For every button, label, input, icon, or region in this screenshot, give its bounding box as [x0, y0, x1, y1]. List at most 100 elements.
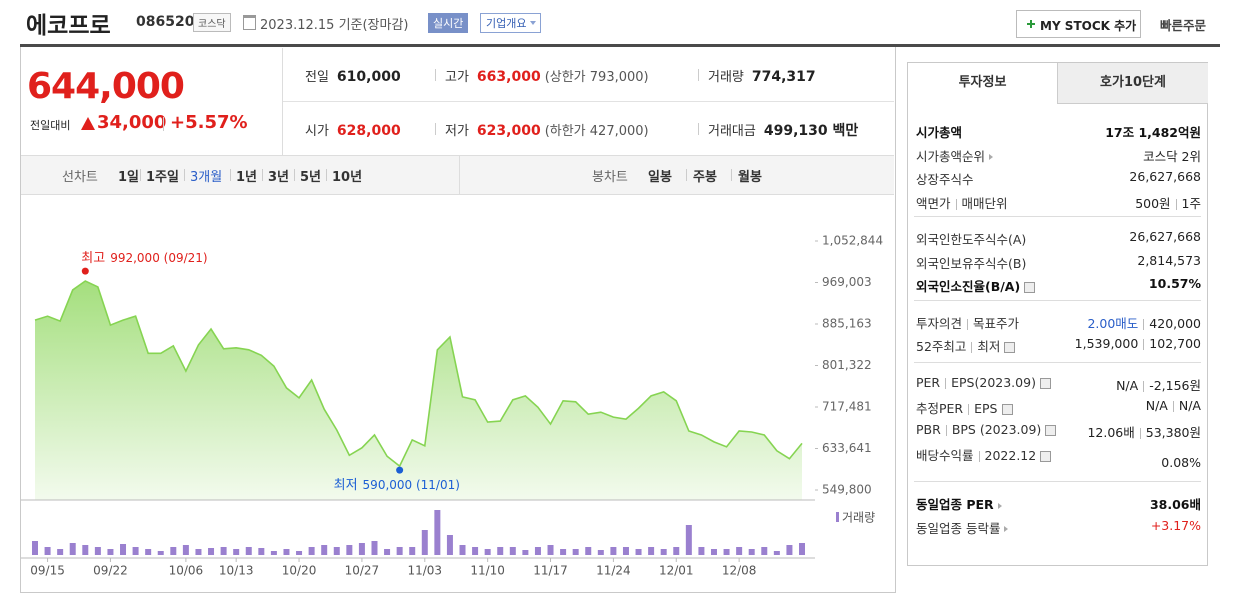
info-row: 시가총액 17조 1,482억원 [916, 119, 1201, 141]
divider [698, 123, 699, 135]
volume-bar [610, 547, 617, 555]
stat: 시가 628,000 [305, 120, 401, 139]
info-value: N/A -2,156원 [1116, 375, 1201, 394]
info-tab[interactable]: 호가10단계 [1057, 63, 1208, 104]
separator [1143, 339, 1145, 350]
annotation: 최고 992,000 (09/21) [81, 251, 207, 266]
period-tab[interactable]: 1일 [118, 170, 140, 185]
stat-value: 610,000 [336, 69, 401, 85]
volume-bar [761, 547, 768, 555]
section-rule [914, 361, 1201, 363]
x-tick-label: 12/01 [659, 564, 694, 578]
tab-label: 선차트 [62, 170, 98, 185]
volume-bar [786, 545, 793, 555]
x-tick-label: 10/27 [345, 564, 380, 578]
separator [1143, 318, 1145, 330]
plus-icon [1027, 20, 1035, 28]
volume-bar [484, 549, 491, 555]
stat-sub: (상한가 793,000) [544, 70, 649, 85]
volume-bar [32, 541, 38, 555]
value-part: +3.17% [1150, 517, 1201, 533]
label-part: 시가총액순위 [916, 148, 986, 164]
x-tick-label: 11/10 [470, 564, 505, 578]
stock-code: 086520 [136, 14, 195, 30]
x-tick-label: 10/06 [169, 564, 204, 578]
up-arrow [81, 117, 95, 130]
volume-bar [107, 549, 114, 555]
x-tick-label: 12/08 [722, 564, 757, 578]
separator [945, 424, 947, 436]
divider [294, 169, 295, 181]
calendar-icon [243, 15, 256, 30]
section-rule [914, 216, 1201, 217]
divider [326, 169, 327, 181]
volume-bar [308, 547, 315, 555]
label-part: 목표주가 [973, 315, 1020, 331]
label-part: 매매단위 [961, 195, 1008, 211]
stat-label: 거래량 [708, 70, 744, 85]
info-label: PBR BPS (2023.09) [916, 422, 1057, 437]
volume-bar [446, 535, 453, 555]
arrow-icon [997, 502, 1002, 509]
period-tab[interactable]: 5년 [300, 170, 322, 185]
y-tick-label: 1,052,844 [822, 234, 883, 248]
divider [184, 169, 185, 181]
separator [968, 404, 970, 415]
info-value: 0.08% [1161, 455, 1201, 470]
value-part: 38.06배 [1149, 497, 1201, 512]
volume-bar [748, 549, 755, 555]
period-tab[interactable]: 3년 [268, 170, 290, 185]
volume-bar [371, 541, 378, 555]
label-part: 외국인한도주식수(A) [916, 232, 1027, 247]
volume-bar [396, 547, 403, 555]
separator [1139, 427, 1141, 439]
y-tick-label: 969,003 [822, 275, 872, 289]
info-row: 투자의견 목표주가 2.00매도 420,000 [916, 310, 1201, 332]
annotation-text: 992,000 (09/21) [110, 251, 207, 265]
info-value: 코스닥 2위 [1143, 146, 1201, 165]
info-label: 추정PER EPS [916, 398, 1013, 417]
label-part: 최저 [977, 339, 1001, 354]
info-tab[interactable]: 투자정보 [958, 75, 1007, 90]
candle-tab[interactable]: 월봉 [738, 170, 762, 185]
y-tick-label: 801,322 [822, 358, 872, 372]
period-tab[interactable]: 10년 [332, 170, 363, 185]
period-tab[interactable]: 3개월 [190, 170, 223, 185]
value-part: 코스닥 2위 [1143, 148, 1201, 164]
candle-tab[interactable]: 주봉 [693, 170, 717, 185]
chart-tab-bar [21, 155, 894, 195]
info-value: N/A N/A [1146, 398, 1201, 413]
volume-bar [346, 545, 353, 555]
info-label: 동일업종 PER [916, 494, 1002, 513]
value-part: 10.57% [1148, 276, 1201, 291]
candle-tab[interactable]: 일봉 [648, 170, 672, 185]
help-icon [1004, 342, 1016, 353]
extreme-marker [396, 466, 404, 474]
y-tick-label: 549,800 [822, 483, 872, 497]
volume-bar [333, 547, 340, 555]
value-part: 420,000 [1149, 315, 1201, 331]
volume-bar [182, 545, 189, 555]
volume-bar [69, 543, 76, 555]
arrow-icon [1004, 526, 1009, 532]
volume-bar [459, 545, 466, 555]
period-tab[interactable]: 1주일 [146, 170, 179, 185]
info-row: 배당수익률 2022.12 0.08% [916, 442, 1201, 470]
stat-value: 623,000 [476, 123, 541, 139]
annotation-text: 590,000 (11/01) [363, 478, 460, 492]
quick-order[interactable]: 빠른주문 [1160, 18, 1207, 33]
company-button[interactable]: 기업개요 [480, 13, 542, 33]
info-label: 투자의견 목표주가 [916, 313, 1019, 332]
info-value: 38.06배 [1150, 494, 1201, 513]
divider [230, 169, 231, 181]
mystock-button[interactable]: MY STOCK 추가 [1016, 10, 1141, 38]
period-tab[interactable]: 1년 [236, 170, 258, 185]
x-tick-label: 11/03 [407, 564, 442, 578]
price-line [34, 280, 803, 468]
info-label: 외국인소진율(B/A) [916, 276, 1036, 295]
realtime-button[interactable]: 실시간 [428, 13, 469, 33]
label-part: 외국인소진율(B/A) [916, 279, 1021, 294]
stat: 전일 610,000 [305, 66, 401, 85]
